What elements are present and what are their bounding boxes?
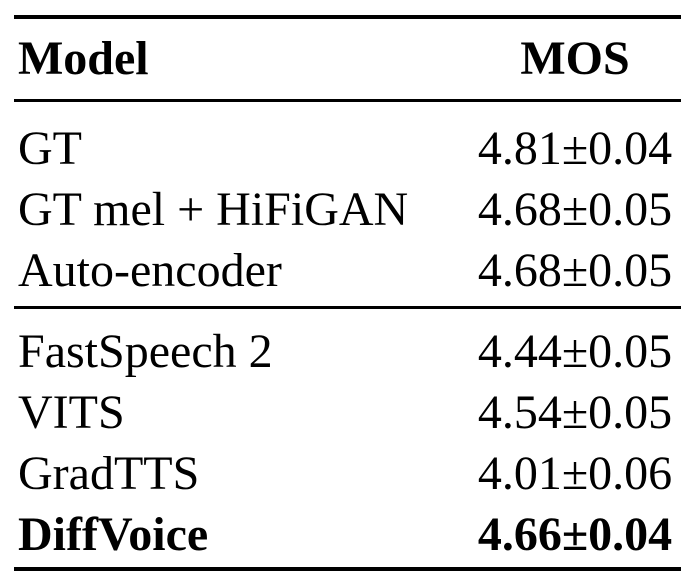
mos-cell: 4.66±0.04 (477, 507, 673, 561)
column-header-mos: MOS (520, 32, 630, 85)
table-row: GT mel + HiFiGAN 4.68±0.05 (14, 179, 681, 240)
table-header-rule (14, 99, 681, 102)
table-section-tts-systems: FastSpeech 2 4.44±0.05 VITS 4.54±0.05 Gr… (14, 309, 681, 567)
model-cell: FastSpeech 2 (18, 324, 273, 378)
table-row: FastSpeech 2 4.44±0.05 (14, 321, 681, 382)
mos-cell: 4.81±0.04 (477, 121, 673, 175)
table-section-ground-truth: GT 4.81±0.04 GT mel + HiFiGAN 4.68±0.05 … (14, 102, 681, 306)
model-cell: GT (18, 121, 82, 175)
mos-cell: 4.68±0.05 (477, 243, 673, 297)
mos-cell: 4.68±0.05 (477, 182, 673, 236)
model-cell: VITS (18, 385, 125, 439)
table-section-rule (14, 306, 681, 309)
mos-cell: 4.54±0.05 (477, 385, 673, 439)
table-bottom-rule (14, 567, 681, 571)
table-row-diffvoice-highlight: DiffVoice 4.66±0.04 (14, 504, 681, 565)
table-row: GradTTS 4.01±0.06 (14, 443, 681, 504)
model-cell: Auto-encoder (18, 243, 282, 297)
column-header-model: Model (18, 32, 149, 85)
mos-cell: 4.44±0.05 (477, 324, 673, 378)
table-top-rule (14, 15, 681, 19)
table-row: GT 4.81±0.04 (14, 118, 681, 179)
table-row: VITS 4.54±0.05 (14, 382, 681, 443)
mos-cell: 4.01±0.06 (477, 446, 673, 500)
model-cell: GradTTS (18, 446, 200, 500)
model-cell: DiffVoice (18, 507, 209, 561)
table-header-row: Model MOS (14, 19, 681, 99)
model-cell: GT mel + HiFiGAN (18, 182, 409, 236)
mos-results-table: Model MOS GT 4.81±0.04 GT mel + HiFiGAN … (14, 15, 681, 571)
table-row: Auto-encoder 4.68±0.05 (14, 240, 681, 301)
